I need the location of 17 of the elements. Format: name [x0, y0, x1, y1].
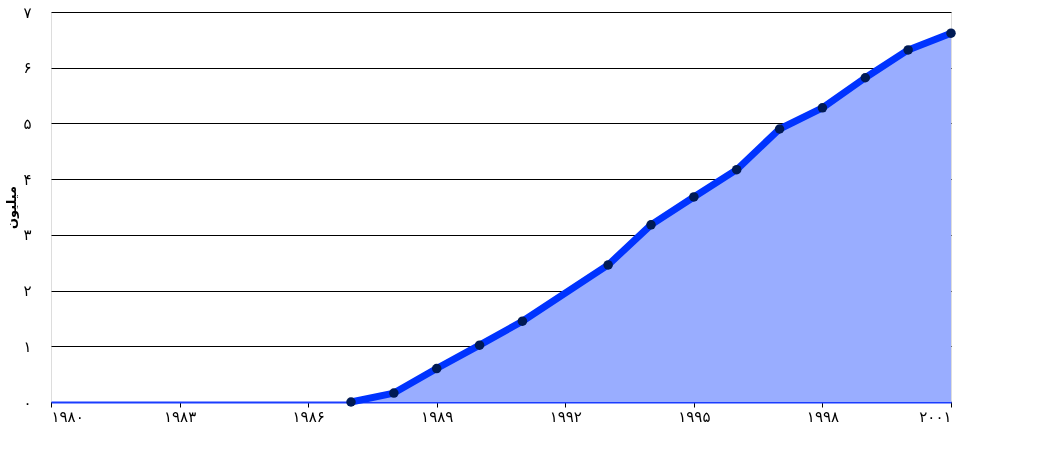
y-tick-label: ۳	[23, 226, 32, 245]
x-tick-label: ۱۹۸۶	[292, 407, 325, 426]
y-tick-label: ۴	[23, 170, 32, 189]
x-tick-label: ۱۹۹۲	[549, 407, 582, 426]
x-tick-label: ۲۰۰۱	[919, 407, 952, 426]
y-tick-label: ۲	[23, 282, 32, 301]
y-tick-label: ۵	[23, 114, 32, 133]
x-tick-label: ۱۹۹۵	[678, 407, 711, 426]
x-tick-label: ۱۹۹۸	[806, 407, 840, 426]
y-tick-label: ۷	[23, 3, 32, 22]
y-tick-label: ۱	[23, 337, 32, 356]
y-tick-label: ۶	[23, 59, 32, 78]
x-tick-label: ۱۹۸۹	[421, 407, 454, 426]
x-tick-label: ۱۹۸۳	[163, 407, 197, 426]
x-tick-label: ۱۹۸۰	[51, 407, 84, 426]
y-tick-label: ۰	[23, 393, 32, 412]
y-axis-title: میلیون	[4, 185, 20, 230]
